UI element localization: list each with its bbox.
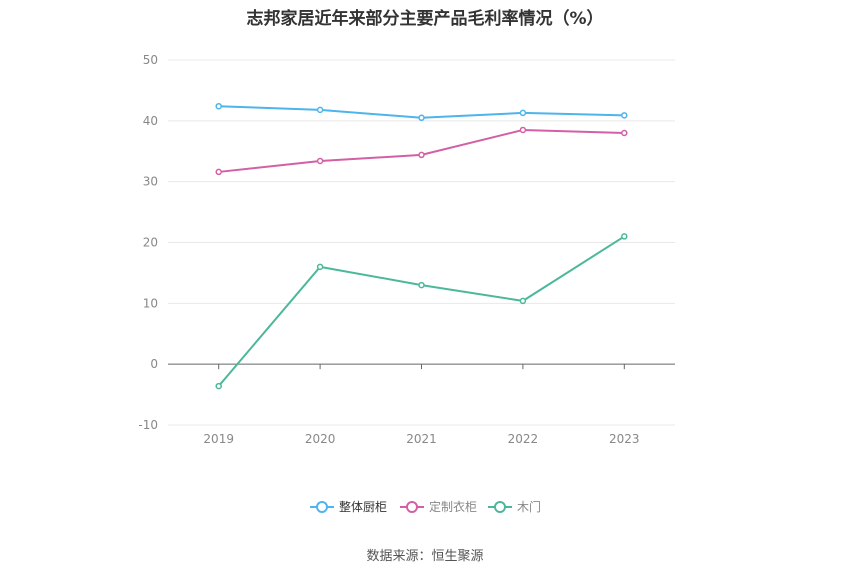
legend: 整体厨柜 定制衣柜 木门 — [310, 499, 541, 514]
data-point — [519, 126, 527, 134]
series-line-3 — [217, 235, 625, 387]
chart-title: 志邦家居近年来部分主要产品毛利率情况（%） — [246, 9, 604, 29]
data-point — [621, 233, 628, 240]
x-tick-label: 2019 — [203, 432, 234, 446]
x-axis: 2019 2020 2021 2022 2023 — [203, 364, 640, 446]
data-point — [418, 114, 425, 122]
data-point — [316, 263, 324, 271]
y-tick-label: 10 — [143, 296, 158, 310]
x-tick-label: 2023 — [609, 432, 640, 446]
legend-marker — [494, 501, 506, 513]
legend-label: 木门 — [517, 499, 541, 514]
y-axis-ticks: 50 40 30 20 10 0 -10 — [138, 53, 158, 432]
legend-marker — [406, 501, 418, 513]
x-tick-label: 2022 — [508, 432, 539, 446]
data-point — [215, 102, 222, 110]
data-point — [215, 168, 222, 176]
series-lines — [215, 102, 628, 390]
y-tick-label: 30 — [143, 175, 158, 189]
source-note: 数据来源：恒生聚源 — [366, 549, 484, 564]
legend-label: 整体厨柜 — [339, 499, 387, 514]
y-tick-label: 20 — [143, 236, 158, 250]
series-line-2 — [218, 128, 625, 173]
data-point — [621, 129, 628, 137]
data-point — [215, 382, 222, 390]
data-point — [316, 157, 324, 165]
legend-marker — [316, 501, 328, 513]
y-tick-label: 0 — [150, 357, 158, 371]
data-point — [519, 297, 527, 305]
data-point — [418, 151, 425, 159]
data-point — [418, 281, 425, 289]
y-tick-label: 50 — [143, 53, 158, 67]
data-point — [316, 106, 324, 114]
y-tick-label: 40 — [143, 114, 158, 128]
data-point — [519, 109, 527, 117]
data-point — [621, 112, 628, 119]
legend-label: 定制衣柜 — [429, 499, 477, 514]
x-tick-label: 2020 — [305, 432, 336, 446]
y-tick-label: -10 — [138, 418, 158, 432]
x-tick-label: 2021 — [406, 432, 437, 446]
